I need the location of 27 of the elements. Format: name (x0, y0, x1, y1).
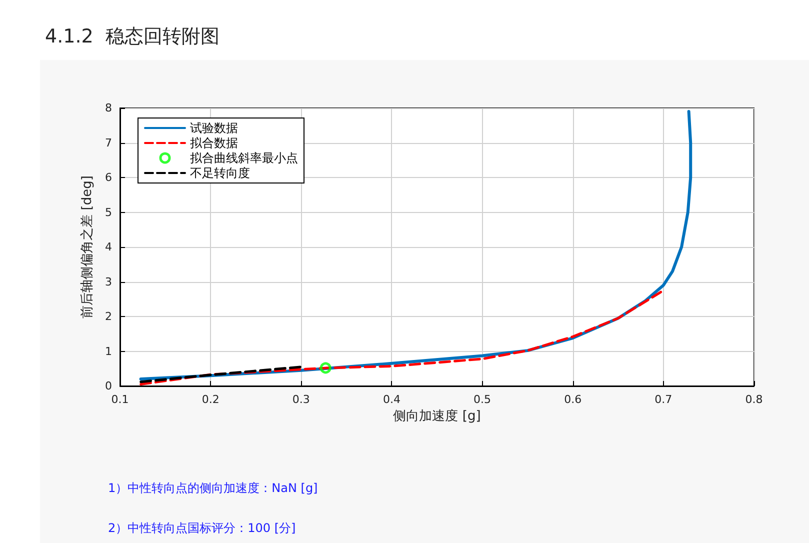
legend-label: 试验数据 (190, 121, 238, 135)
y-tick-label: 2 (105, 310, 112, 323)
x-tick-label: 0.2 (202, 393, 220, 406)
legend-label: 不足转向度 (190, 166, 250, 180)
x-tick-label: 0.7 (654, 393, 672, 406)
x-tick-label: 0.8 (745, 393, 763, 406)
y-axis-title: 前后轴侧偏角之差 [deg] (80, 176, 96, 318)
y-tick-label: 8 (105, 102, 112, 114)
y-tick-label: 1 (105, 344, 112, 358)
legend-label: 拟合曲线斜率最小点 (190, 151, 298, 165)
x-tick-label: 0.5 (474, 393, 492, 406)
x-tick-label: 0.1 (111, 393, 129, 406)
x-tick-label: 0.6 (564, 393, 582, 406)
legend-label: 拟合数据 (190, 136, 238, 150)
chart-title: 4.1.2 稳态回转附图 (45, 26, 220, 48)
y-tick-label: 0 (105, 380, 112, 392)
y-tick-label: 7 (105, 136, 112, 150)
text: 1）中性转向点的侧向加速度：NaN [g] (108, 481, 318, 495)
y-tick-label: 6 (105, 171, 112, 184)
line-series (140, 289, 665, 386)
x-tick-label: 0.4 (382, 393, 400, 406)
x-tick-label: 0.3 (292, 393, 310, 406)
text: 2）中性转向点国标评分：100 [分] (108, 521, 296, 535)
x-axis-title: 侧向加速度 [g] (393, 408, 481, 424)
y-tick-label: 4 (105, 240, 112, 254)
y-tick-label: 5 (105, 206, 112, 219)
y-tick-label: 3 (105, 275, 112, 288)
